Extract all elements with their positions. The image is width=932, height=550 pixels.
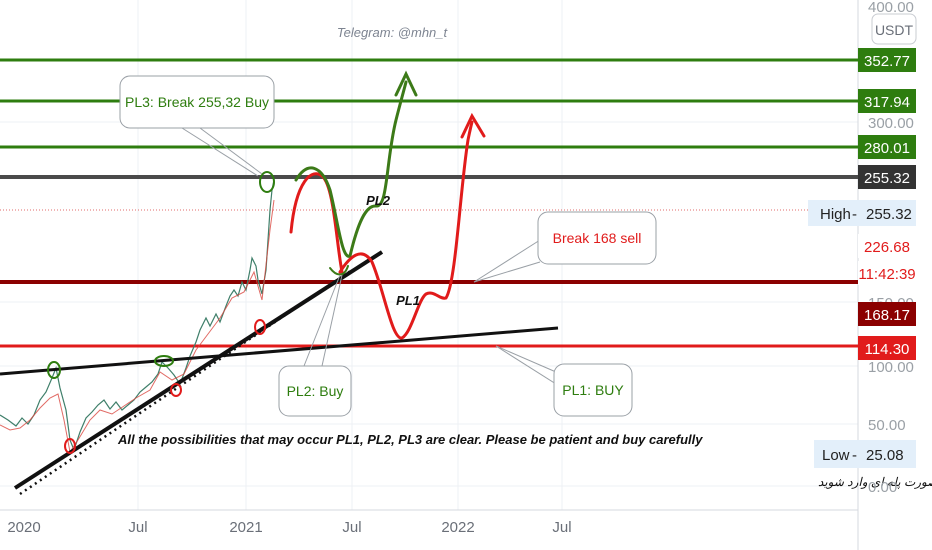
callout-pl2-text: PL2: Buy [287, 383, 344, 399]
x-tick-label: 2020 [7, 519, 40, 536]
marker-peak-green [259, 171, 275, 193]
y-tick-label: 100.00 [868, 359, 914, 376]
y-tick-label: 50.00 [868, 417, 906, 434]
note-english: All the possibilities that may occur PL1… [117, 432, 703, 447]
x-tick-label: 2021 [229, 519, 262, 536]
x-tick-label: Jul [128, 519, 147, 536]
note-persian: تمام احتمالاتی که ممکن‌رخ دهد مشخص کردم … [818, 475, 932, 489]
high-tag-value: 255.32 [866, 206, 912, 223]
price-tag-bg [858, 48, 916, 72]
y-tick-label: 0.00 [868, 479, 897, 496]
callout-pl1[interactable]: PL1: BUY [495, 345, 633, 417]
watermark-text: Telegram: @mhn_t [337, 25, 449, 40]
x-tick-label: Jul [552, 519, 571, 536]
price-tag-352: 352.77 [864, 53, 910, 70]
callout-pl1-text: PL1: BUY [562, 382, 624, 398]
price-tag-168: 168.17 [864, 307, 910, 324]
trendlines [0, 250, 559, 496]
currency-button[interactable]: USDT [871, 13, 917, 45]
price-tag-114: 114.30 [865, 341, 910, 358]
x-tick-label: Jul [342, 519, 361, 536]
callout-pl2[interactable]: PL2: Buy [278, 274, 352, 417]
price-line [0, 179, 275, 452]
price-tag-timer: 11:42:39 [858, 266, 915, 283]
callout-break168[interactable]: Break 168 sell [473, 211, 657, 283]
pl1-path-label: PL1 [396, 293, 420, 308]
y-tick-label: 300.00 [868, 115, 914, 132]
price-tag-last: 226.68 [864, 239, 910, 256]
low-tag-label: Low [822, 447, 850, 464]
pl2-path-label: PL2 [366, 193, 391, 208]
high-tag-sep: - [852, 206, 857, 223]
markers [47, 171, 275, 454]
currency-label: USDT [875, 22, 914, 38]
pl2-green-dip [329, 265, 349, 276]
price-line-red [0, 199, 275, 454]
y-axis-ticks: 400.00 300.00 150.00 100.00 50.00 0.00 [868, 0, 914, 496]
price-tag-bg [858, 135, 916, 159]
callout-break168-text: Break 168 sell [553, 230, 642, 246]
pl1-red-path [338, 120, 474, 340]
price-tag-280: 280.01 [864, 140, 910, 157]
price-tag-bg [858, 165, 916, 189]
marker-red-1 [64, 438, 76, 454]
pl2-red-arc [289, 172, 344, 274]
support-trendline [13, 250, 384, 490]
price-tag-bg [858, 261, 916, 285]
x-axis-ticks: 2020 Jul 2021 Jul 2022 Jul [7, 519, 571, 536]
pl3-green-arrowhead [394, 70, 418, 97]
dotted-trendline [19, 268, 353, 496]
price-tag-bg [858, 336, 916, 360]
marker-red-3 [254, 319, 266, 335]
callout-pl3-text: PL3: Break 255,32 Buy [125, 94, 269, 110]
x-tick-label: 2022 [441, 519, 474, 536]
pl1-red-arrowhead [460, 112, 486, 139]
pl3-green-path [294, 80, 408, 258]
low-tag-sep: - [852, 447, 857, 464]
price-series [0, 179, 275, 454]
marker-green-1 [47, 361, 61, 379]
price-tag-bg [858, 234, 916, 258]
projection-paths [289, 70, 486, 340]
low-tag-bg [814, 440, 916, 468]
high-tag-label: High [820, 206, 851, 223]
long-trendline [0, 326, 559, 376]
high-tag-bg [808, 200, 916, 226]
price-tags: 352.77 317.94 280.01 255.32 High - 255.3… [808, 48, 916, 468]
marker-red-2 [170, 383, 182, 397]
price-tag-317: 317.94 [864, 94, 910, 111]
price-tag-bg [858, 89, 916, 113]
price-tag-255: 255.32 [864, 170, 910, 187]
low-tag-value: 25.08 [866, 447, 904, 464]
callout-pl3[interactable]: PL3: Break 255,32 Buy [119, 75, 275, 177]
price-tag-bg [858, 302, 916, 326]
y-tick-label: 400.00 [868, 0, 914, 16]
marker-green-2 [154, 355, 174, 367]
